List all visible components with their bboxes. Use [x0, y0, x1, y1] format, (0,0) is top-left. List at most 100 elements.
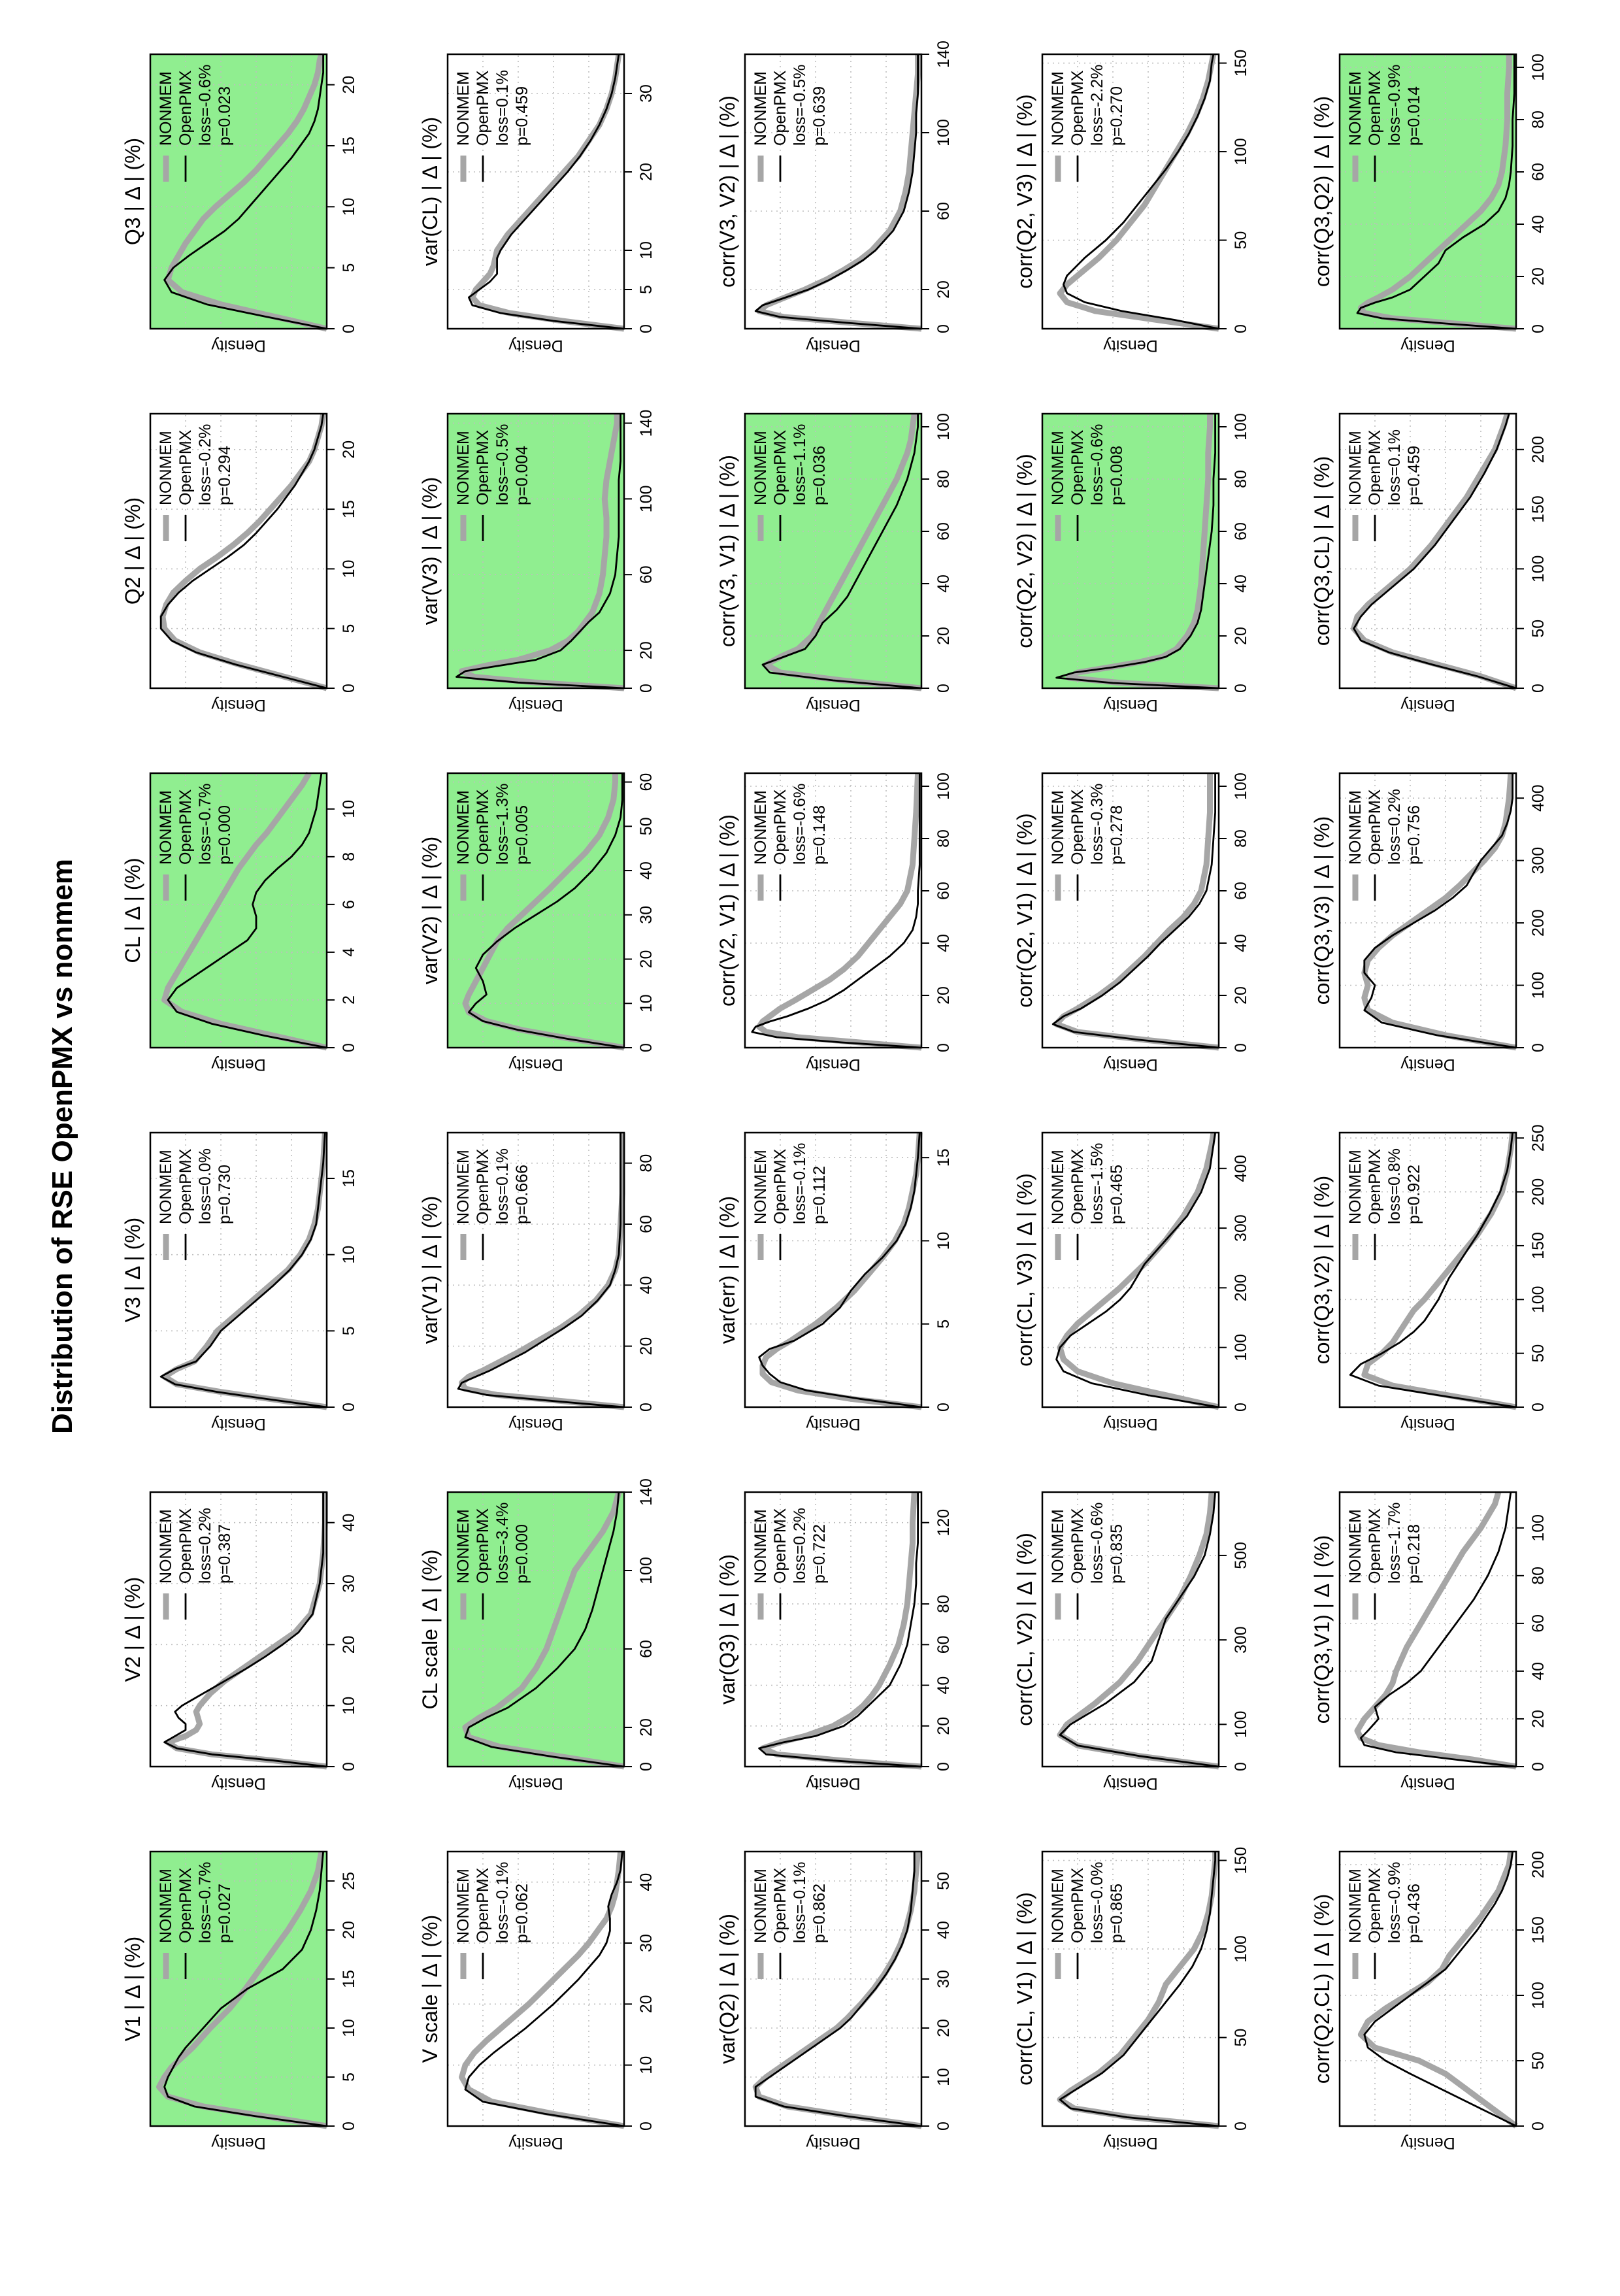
- x-tick-label: 50: [637, 817, 655, 835]
- panel-background: [1042, 773, 1219, 1048]
- p-value-label: p=0.436: [1405, 1884, 1423, 1943]
- p-value-label: p=0.862: [810, 1884, 829, 1943]
- x-tick-label: 5: [340, 263, 358, 273]
- panel-background: [150, 414, 327, 688]
- panel-background: [1340, 1133, 1516, 1407]
- p-value-label: p=0.218: [1405, 1524, 1423, 1584]
- openpmx-curve: [751, 773, 922, 1049]
- legend-label-openpmx: OpenPMX: [771, 70, 789, 146]
- panel-title: corr(Q2,CL) | Δ | (%): [1310, 1894, 1334, 2084]
- legend-label-nonmem: NONMEM: [157, 71, 175, 146]
- x-tick-label: 200: [1529, 436, 1547, 463]
- openpmx-curve: [758, 1492, 922, 1768]
- legend-label-nonmem: NONMEM: [157, 1869, 175, 1943]
- legend-label-openpmx: OpenPMX: [1068, 1867, 1087, 1943]
- openpmx-curve: [167, 773, 327, 1049]
- legend-label-nonmem: NONMEM: [1049, 71, 1067, 146]
- x-tick-label: 40: [934, 1676, 953, 1695]
- openpmx-curve: [159, 413, 327, 690]
- openpmx-curve: [1059, 1491, 1219, 1768]
- panel-background: [745, 773, 921, 1048]
- legend-label-openpmx: OpenPMX: [176, 1867, 195, 1943]
- x-tick-label: 60: [1529, 1614, 1547, 1633]
- x-tick-label: 140: [637, 410, 655, 437]
- plot-frame: [446, 1850, 625, 2127]
- y-axis-label: Density: [1103, 1774, 1158, 1793]
- x-tick-label: 60: [934, 882, 953, 900]
- x-tick-label: 60: [1529, 163, 1547, 181]
- legend-label-nonmem: NONMEM: [1049, 1150, 1067, 1224]
- openpmx-curve: [754, 54, 922, 330]
- legend-label-nonmem: NONMEM: [752, 1509, 770, 1584]
- x-tick-label: 20: [340, 441, 358, 459]
- x-tick-label: 0: [1529, 2121, 1547, 2131]
- panel: 0 2 4 6 8 10 CL | Δ | (%) Density NONMEM OpenPMX l…: [121, 771, 358, 1074]
- panel-title: corr(V2, V1) | Δ | (%): [716, 814, 739, 1007]
- x-tick-label: 0: [637, 1043, 655, 1052]
- x-tick-label: 100: [1232, 773, 1250, 800]
- x-tick-label: 50: [1529, 2052, 1547, 2070]
- nonmem-curve: [1057, 1132, 1219, 1410]
- openpmx-curve: [1059, 1852, 1219, 2127]
- x-tick-label: 0: [340, 684, 358, 693]
- x-tick-label: 0: [637, 1403, 655, 1412]
- legend-label-nonmem: NONMEM: [454, 1150, 472, 1224]
- panel-background: [1340, 1852, 1516, 2126]
- x-tick-label: 300: [1529, 847, 1547, 874]
- legend-label-openpmx: OpenPMX: [771, 789, 789, 865]
- p-value-label: p=0.865: [1108, 1884, 1126, 1943]
- x-tick-label: 0: [934, 1403, 953, 1412]
- panel-title: var(V2) | Δ | (%): [418, 837, 442, 984]
- loss-label: loss=-0.9%: [1385, 65, 1404, 146]
- x-tick-label: 10: [637, 241, 655, 259]
- x-tick-label: 10: [340, 800, 358, 818]
- panel: 0 5 10 15 20 Q2 | Δ | (%) Density NONMEM OpenPMX…: [121, 412, 358, 714]
- p-value-label: p=0.023: [216, 86, 234, 146]
- x-tick-label: 4: [340, 948, 358, 957]
- panel-title: corr(Q2, V1) | Δ | (%): [1013, 813, 1036, 1008]
- p-value-label: p=0.270: [1108, 86, 1126, 146]
- loss-label: loss=-1.7%: [1385, 1503, 1404, 1584]
- loss-label: loss=0.0%: [196, 1148, 214, 1224]
- panel-background: [150, 54, 327, 329]
- x-tick-label: 20: [340, 1921, 358, 1939]
- x-tick-label: 200: [1529, 1178, 1547, 1206]
- legend-label-openpmx: OpenPMX: [176, 70, 195, 146]
- loss-label: loss=-1.1%: [791, 424, 809, 505]
- openpmx-curve: [1055, 414, 1219, 690]
- loss-label: loss=-0.6%: [196, 65, 214, 146]
- x-tick-label: 2: [340, 995, 358, 1005]
- plot-frame: [1338, 1850, 1517, 2127]
- legend-label-openpmx: OpenPMX: [1068, 1508, 1087, 1584]
- nonmem-curve: [1053, 773, 1219, 1051]
- x-tick-label: 15: [340, 137, 358, 155]
- panel-background: [745, 54, 921, 329]
- y-axis-label: Density: [211, 1415, 266, 1433]
- panel-title: Q3 | Δ | (%): [121, 138, 144, 245]
- p-value-label: p=0.387: [216, 1524, 234, 1584]
- x-tick-label: 60: [1232, 882, 1250, 900]
- p-value-label: p=0.148: [810, 805, 829, 865]
- openpmx-curve: [1353, 413, 1517, 690]
- y-axis-label: Density: [211, 337, 266, 355]
- x-tick-label: 0: [1232, 2121, 1250, 2131]
- panel: 0 50 100 150 200 corr(Q2,CL) | Δ | (%) Density…: [1310, 1850, 1547, 2152]
- x-tick-label: 60: [637, 565, 655, 584]
- x-tick-label: 80: [934, 470, 953, 488]
- nonmem-curve: [756, 54, 922, 332]
- p-value-label: p=0.005: [513, 805, 531, 865]
- panel-title: var(Q3) | Δ | (%): [716, 1554, 739, 1705]
- plot-frame: [1041, 1850, 1220, 2127]
- openpmx-curve: [1356, 54, 1517, 330]
- x-tick-label: 100: [637, 485, 655, 512]
- nonmem-curve: [1357, 54, 1517, 332]
- x-tick-label: 5: [340, 1326, 358, 1335]
- x-tick-label: 0: [934, 1762, 953, 1771]
- y-axis-label: Density: [508, 337, 563, 355]
- plot-frame: [1338, 412, 1517, 690]
- x-tick-label: 60: [934, 1635, 953, 1654]
- x-tick-label: 80: [1232, 470, 1250, 488]
- x-tick-label: 10: [637, 994, 655, 1012]
- x-tick-label: 200: [1232, 1274, 1250, 1302]
- y-axis-label: Density: [1400, 1774, 1455, 1793]
